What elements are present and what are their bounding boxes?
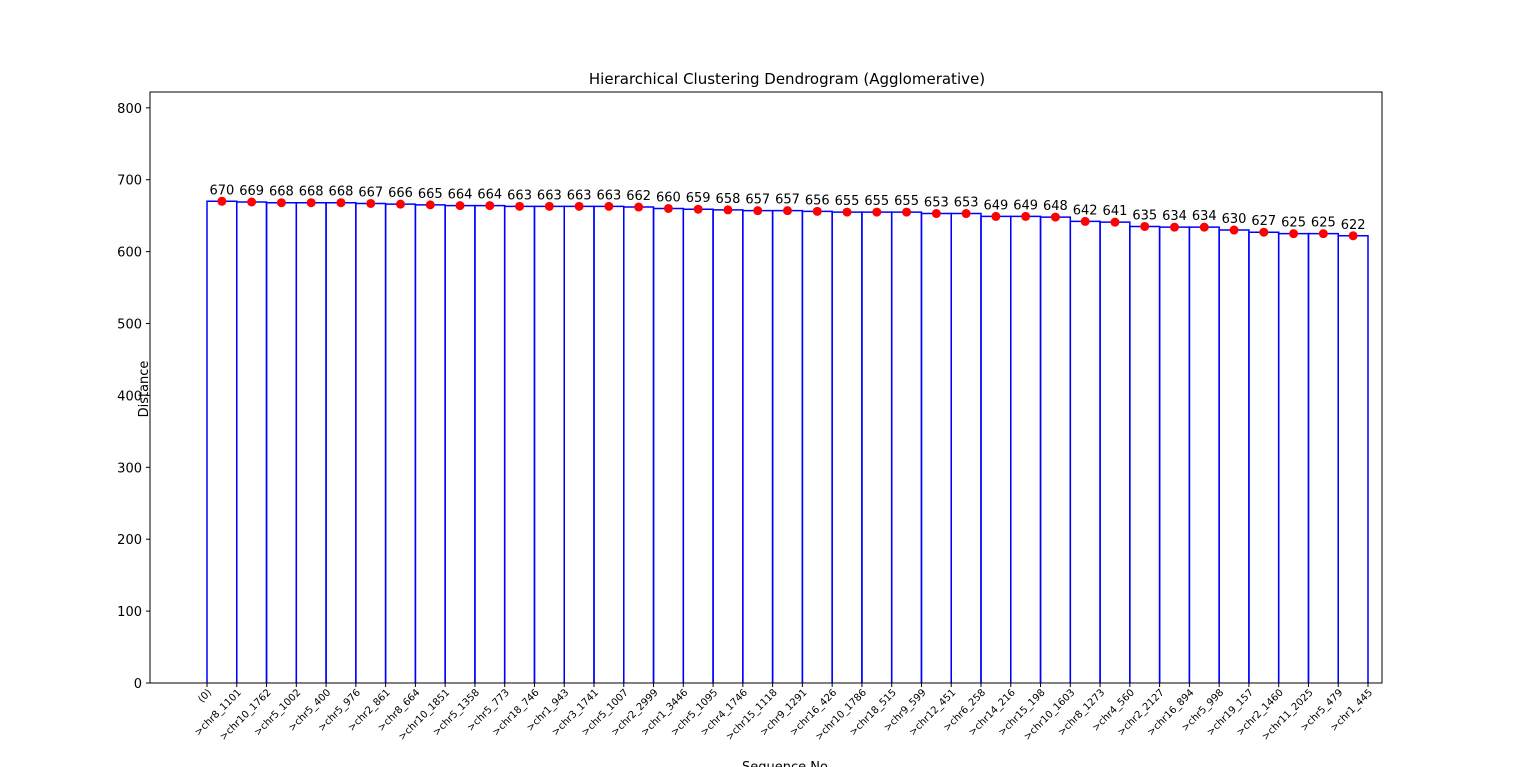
merge-label: 668 xyxy=(269,185,294,200)
y-tick-label: 0 xyxy=(134,677,142,692)
y-tick-label: 400 xyxy=(117,389,142,404)
merge-label: 664 xyxy=(477,188,502,203)
merge-label: 653 xyxy=(954,196,979,211)
merge-label: 642 xyxy=(1073,203,1098,218)
merge-label: 663 xyxy=(567,188,592,203)
y-tick-label: 700 xyxy=(117,174,142,189)
merge-point xyxy=(515,201,525,211)
merge-point xyxy=(1289,229,1299,239)
merge-label: 668 xyxy=(329,185,354,200)
merge-label: 649 xyxy=(1013,198,1038,213)
merge-point xyxy=(663,203,673,213)
merge-point xyxy=(217,196,227,206)
merge-point xyxy=(336,198,346,208)
merge-label: 630 xyxy=(1222,212,1247,227)
merge-label: 653 xyxy=(924,196,949,211)
merge-point xyxy=(1318,229,1328,239)
merge-point xyxy=(455,201,465,211)
merge-label: 634 xyxy=(1192,209,1217,224)
merge-label: 660 xyxy=(656,190,681,205)
merge-label: 641 xyxy=(1103,204,1128,219)
merge-label: 627 xyxy=(1251,214,1276,229)
merge-point xyxy=(693,204,703,214)
y-tick-label: 200 xyxy=(117,533,142,548)
merge-point xyxy=(1199,222,1209,232)
merge-point xyxy=(842,207,852,217)
merge-point xyxy=(961,209,971,219)
merge-point xyxy=(1259,227,1269,237)
merge-point xyxy=(574,201,584,211)
merge-point xyxy=(991,211,1001,221)
merge-point xyxy=(634,202,644,212)
merge-point xyxy=(1348,231,1358,241)
merge-point xyxy=(1080,216,1090,226)
merge-point xyxy=(783,206,792,216)
merge-label: 655 xyxy=(864,194,889,209)
merge-label: 666 xyxy=(388,186,413,201)
merge-label: 663 xyxy=(537,188,562,203)
merge-label: 635 xyxy=(1132,208,1157,223)
chart-title: Hierarchical Clustering Dendrogram (Aggl… xyxy=(589,70,985,88)
merge-point xyxy=(1050,212,1060,222)
merge-label: 649 xyxy=(983,198,1008,213)
merge-label: 664 xyxy=(448,188,473,203)
merge-label: 659 xyxy=(686,191,711,206)
merge-point xyxy=(544,201,554,211)
y-axis-label: Distance xyxy=(137,361,152,418)
merge-label: 655 xyxy=(835,194,860,209)
merge-point xyxy=(1229,225,1239,235)
merge-point xyxy=(1021,211,1031,221)
merge-label: 634 xyxy=(1162,209,1187,224)
merge-label: 667 xyxy=(358,185,383,200)
merge-point xyxy=(812,206,822,216)
merge-label: 625 xyxy=(1311,216,1336,231)
merge-point xyxy=(753,206,763,216)
merge-point xyxy=(247,197,257,207)
merge-label: 663 xyxy=(596,188,621,203)
merge-point xyxy=(366,198,376,208)
merge-point xyxy=(306,198,316,208)
merge-point xyxy=(1140,221,1150,231)
merge-label: 665 xyxy=(418,187,443,202)
merge-point xyxy=(1110,217,1120,227)
y-tick-label: 100 xyxy=(117,605,142,620)
merge-label: 657 xyxy=(775,193,800,208)
merge-point xyxy=(872,207,882,217)
merge-point xyxy=(723,205,733,215)
merge-label: 662 xyxy=(626,189,651,204)
merge-label: 658 xyxy=(716,192,741,207)
merge-label: 663 xyxy=(507,188,532,203)
merge-point xyxy=(276,198,286,208)
merge-point xyxy=(396,199,405,209)
y-tick-label: 300 xyxy=(117,461,142,476)
x-axis-label: Sequence No xyxy=(742,760,828,767)
merge-label: 670 xyxy=(209,183,234,198)
merge-label: 622 xyxy=(1341,218,1366,233)
merge-label: 657 xyxy=(745,193,770,208)
plot-frame xyxy=(149,91,1383,684)
y-tick-label: 500 xyxy=(117,318,142,333)
y-tick-label: 600 xyxy=(117,246,142,261)
merge-label: 669 xyxy=(239,184,264,199)
y-tick-label: 800 xyxy=(117,102,142,117)
merge-label: 648 xyxy=(1043,199,1068,214)
merge-label: 655 xyxy=(894,194,919,209)
merge-point xyxy=(485,201,495,211)
merge-label: 625 xyxy=(1281,216,1306,231)
merge-point xyxy=(604,201,614,211)
merge-point xyxy=(425,200,435,210)
merge-point xyxy=(902,207,912,217)
merge-label: 656 xyxy=(805,193,830,208)
merge-point xyxy=(1170,222,1179,232)
merge-label: 668 xyxy=(299,185,324,200)
merge-point xyxy=(931,209,941,219)
